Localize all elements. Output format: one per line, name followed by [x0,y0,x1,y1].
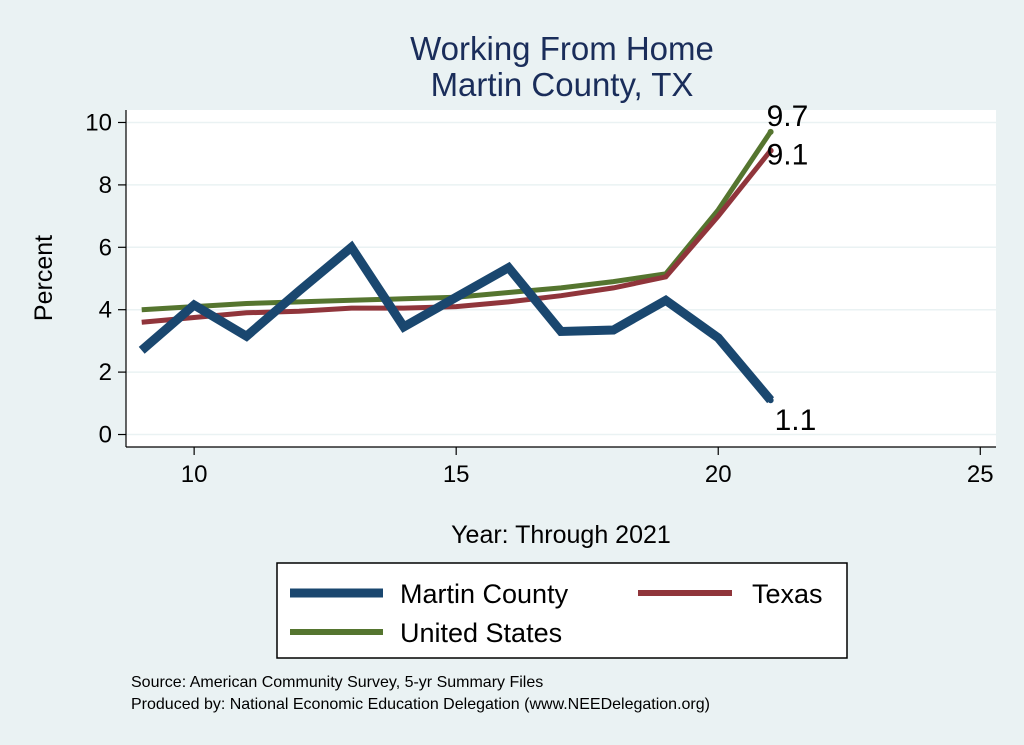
x-tick-label-25: 25 [967,461,994,488]
end-point-martin-county [767,397,774,404]
plot-area [126,110,996,447]
source-note: Source: American Community Survey, 5-yr … [131,674,543,691]
y-axis: 0 2 4 6 8 10 [85,109,127,449]
series-line-texas [141,149,773,325]
chart-title-line-2: Martin County, TX [431,66,694,103]
x-tick-label-10: 10 [181,461,208,488]
y-tick-label-6: 6 [99,234,112,261]
series-lines [138,130,775,404]
legend-label-united-states: United States [400,618,562,648]
chart-title-line-1: Working From Home [410,30,714,67]
y-tick-label-8: 8 [99,172,112,199]
x-tick-label-20: 20 [705,461,732,488]
producer-note: Produced by: National Economic Education… [131,696,710,713]
legend-label-martin-county: Martin County [400,579,569,609]
legend: Martin County Texas United States [276,562,848,659]
end-point-united-states [767,128,774,135]
end-label-united-states: 9.7 [767,100,809,133]
y-tick-label-10: 10 [85,109,112,136]
y-tick-label-0: 0 [99,422,112,449]
x-tick-label-15: 15 [443,461,470,488]
end-label-martin-county: 1.1 [775,404,817,437]
y-tick-label-2: 2 [99,359,112,386]
y-axis-title: Percent [30,235,58,321]
x-axis-title: Year: Through 2021 [451,521,671,549]
series-line-martin-county [138,240,775,404]
x-axis: 10 15 20 25 [126,446,996,488]
end-point-texas [767,147,774,154]
y-tick-label-4: 4 [99,297,112,324]
end-labels: 1.1 9.1 9.7 [767,100,817,437]
legend-label-texas: Texas [752,579,823,609]
legend-box [276,562,848,659]
end-label-texas: 9.1 [767,139,809,172]
